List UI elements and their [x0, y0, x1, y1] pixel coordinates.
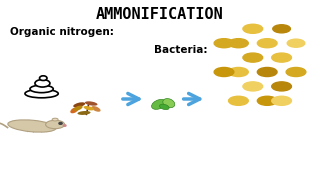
Ellipse shape: [273, 25, 291, 33]
Text: AMMONIFICATION: AMMONIFICATION: [96, 7, 224, 22]
Ellipse shape: [228, 68, 248, 76]
Text: Organic nitrogen:: Organic nitrogen:: [10, 27, 114, 37]
Circle shape: [59, 122, 62, 124]
Ellipse shape: [228, 39, 248, 48]
Ellipse shape: [8, 120, 56, 132]
Ellipse shape: [85, 101, 98, 106]
Ellipse shape: [243, 82, 263, 91]
Ellipse shape: [272, 96, 292, 105]
Ellipse shape: [272, 53, 292, 62]
Ellipse shape: [243, 53, 263, 62]
Ellipse shape: [228, 96, 248, 105]
Ellipse shape: [257, 39, 277, 48]
Ellipse shape: [77, 111, 91, 115]
Ellipse shape: [214, 68, 234, 76]
Ellipse shape: [73, 102, 85, 107]
Ellipse shape: [214, 39, 234, 48]
Ellipse shape: [73, 106, 83, 111]
Ellipse shape: [92, 106, 100, 112]
Ellipse shape: [257, 96, 277, 105]
Circle shape: [63, 125, 66, 126]
Ellipse shape: [243, 24, 263, 33]
Ellipse shape: [152, 99, 166, 109]
Ellipse shape: [84, 106, 94, 111]
Ellipse shape: [25, 89, 58, 98]
Ellipse shape: [40, 76, 47, 80]
Ellipse shape: [52, 118, 58, 121]
Ellipse shape: [30, 85, 53, 93]
Ellipse shape: [35, 80, 50, 87]
Ellipse shape: [287, 39, 305, 47]
Ellipse shape: [70, 107, 78, 113]
Ellipse shape: [163, 99, 175, 108]
Ellipse shape: [46, 120, 65, 129]
Ellipse shape: [286, 68, 306, 76]
Ellipse shape: [272, 82, 292, 91]
Ellipse shape: [257, 68, 277, 76]
Text: Bacteria:: Bacteria:: [154, 45, 207, 55]
Ellipse shape: [159, 104, 169, 110]
